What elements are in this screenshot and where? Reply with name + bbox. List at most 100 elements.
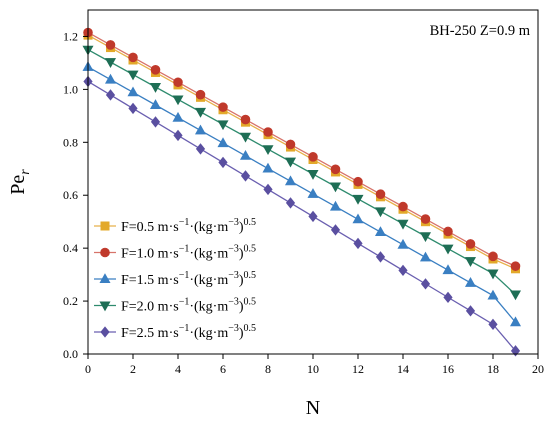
data-point-circle <box>353 176 363 187</box>
data-point-triangle-up <box>307 188 319 198</box>
legend-label-part: 0.5 <box>244 323 257 334</box>
data-point-triangle-down <box>239 132 252 143</box>
data-point-diamond <box>465 305 476 317</box>
legend-label-part: ) <box>239 220 244 235</box>
y-tick-label: 1.2 <box>63 29 78 43</box>
data-point-triangle-up <box>239 149 252 160</box>
x-tick-label: 10 <box>307 362 319 376</box>
legend-label: F=2.5 m·s−1·(kg·m−3)0.5 <box>121 323 256 341</box>
y-tick-label: 0.0 <box>63 347 78 361</box>
legend-label-part: ) <box>239 300 244 315</box>
data-point-circle <box>150 65 161 75</box>
data-point-triangle-up <box>419 251 432 262</box>
legend-label-part: 0.5 <box>244 270 257 281</box>
x-tick-label: 16 <box>442 362 454 376</box>
legend-label: F=1.0 m·s−1·(kg·m−3)0.5 <box>121 244 256 262</box>
data-point-diamond <box>173 129 183 142</box>
data-point-diamond <box>330 224 341 236</box>
x-tick-label: 0 <box>85 362 91 376</box>
data-point-triangle-down <box>284 157 297 168</box>
data-point-circle <box>443 226 453 237</box>
x-tick-label: 12 <box>352 362 364 376</box>
data-point-triangle-up <box>172 111 184 122</box>
axes-layer: 0 2 4 6 8 10 12 14 16 18 20 0.0 0.2 0.4 0.6 0.8 1.0 1.2 <box>63 29 544 376</box>
legend-item: F=1.0 m·s−1·(kg·m−3)0.5 <box>94 244 256 262</box>
data-point-diamond <box>150 116 161 128</box>
data-point-circle <box>240 114 251 125</box>
legend-label-part: ·(kg·m <box>189 220 228 235</box>
data-point-triangle-down <box>464 257 477 267</box>
data-point-diamond <box>105 89 116 101</box>
y-tick-label: 1.0 <box>63 82 78 96</box>
data-point-diamond <box>420 278 431 290</box>
legend-label-part: −1 <box>179 323 190 334</box>
legend-label-part: F=1.0 m·s <box>121 247 179 262</box>
data-point-triangle-down <box>487 269 499 280</box>
legend-label-part: −3 <box>228 270 239 281</box>
data-point-circle <box>420 214 431 224</box>
data-point-diamond <box>285 197 296 209</box>
x-tick-label: 6 <box>220 362 226 376</box>
legend-label-part: ) <box>239 273 244 288</box>
data-point-triangle-down <box>419 232 432 243</box>
data-point-circle <box>105 40 116 50</box>
series-5 <box>83 75 521 357</box>
data-point-circle <box>100 247 110 258</box>
data-point-triangle-up <box>464 277 477 287</box>
data-point-triangle-up <box>194 124 207 135</box>
data-point-triangle-down <box>329 182 342 193</box>
legend-item: F=2.5 m·s−1·(kg·m−3)0.5 <box>94 323 256 341</box>
legend-label-part: −3 <box>228 244 239 255</box>
series-line <box>87 80 516 352</box>
x-tick-label: 14 <box>397 362 409 376</box>
y-axis-label-sub: r <box>18 169 33 175</box>
x-axis-label: N <box>306 397 320 419</box>
legend-label-part: ·(kg·m <box>189 326 228 341</box>
data-point-circle <box>285 139 296 150</box>
data-point-triangle-up <box>397 238 409 249</box>
data-point-circle <box>128 52 138 63</box>
legend-label-part: ·(kg·m <box>189 273 228 288</box>
data-point-triangle-up <box>104 73 117 84</box>
data-point-diamond <box>353 237 363 250</box>
legend-label-part: ·(kg·m <box>189 300 228 315</box>
data-point-triangle-up <box>442 264 454 275</box>
data-point-triangle-up <box>329 200 342 211</box>
legend-label-part: −3 <box>228 323 239 334</box>
legend-label-part: ·(kg·m <box>189 247 228 262</box>
legend-label-part: −1 <box>179 244 190 255</box>
data-point-diamond <box>100 326 110 338</box>
x-tick-label: 4 <box>175 362 181 376</box>
legend-item: F=2.0 m·s−1·(kg·m−3)0.5 <box>94 297 256 315</box>
legend-label-part: −1 <box>179 270 190 281</box>
data-point-circle <box>195 89 206 100</box>
legend: F=0.5 m·s−1·(kg·m−3)0.5F=1.0 m·s−1·(kg·m… <box>94 217 256 341</box>
data-point-diamond <box>443 291 453 304</box>
data-point-triangle-up <box>284 175 297 186</box>
legend-item: F=0.5 m·s−1·(kg·m−3)0.5 <box>94 217 256 235</box>
data-point-triangle-down <box>172 95 184 106</box>
data-point-circle <box>488 251 498 262</box>
data-point-diamond <box>398 264 408 277</box>
data-point-triangle-up <box>487 289 499 300</box>
x-tick-label: 2 <box>130 362 136 376</box>
data-point-triangle-up <box>352 213 364 224</box>
x-tick-label: 20 <box>532 362 544 376</box>
data-point-triangle-down <box>104 58 117 68</box>
legend-label-part: −1 <box>179 217 190 228</box>
data-point-triangle-up <box>374 226 387 237</box>
legend-label-part: F=1.5 m·s <box>121 273 179 288</box>
legend-label-part: ) <box>239 247 244 262</box>
data-point-triangle-down <box>127 70 139 81</box>
x-tick-label: 8 <box>265 362 271 376</box>
data-point-diamond <box>308 210 318 223</box>
x-tick-label: 18 <box>487 362 499 376</box>
data-point-triangle-down <box>262 145 274 156</box>
data-point-triangle-up <box>99 273 111 284</box>
y-tick-label: 0.4 <box>63 241 78 255</box>
data-point-triangle-up <box>149 99 162 109</box>
y-axis-label-main: Pe <box>7 175 29 195</box>
legend-label-part: F=2.5 m·s <box>121 326 179 341</box>
